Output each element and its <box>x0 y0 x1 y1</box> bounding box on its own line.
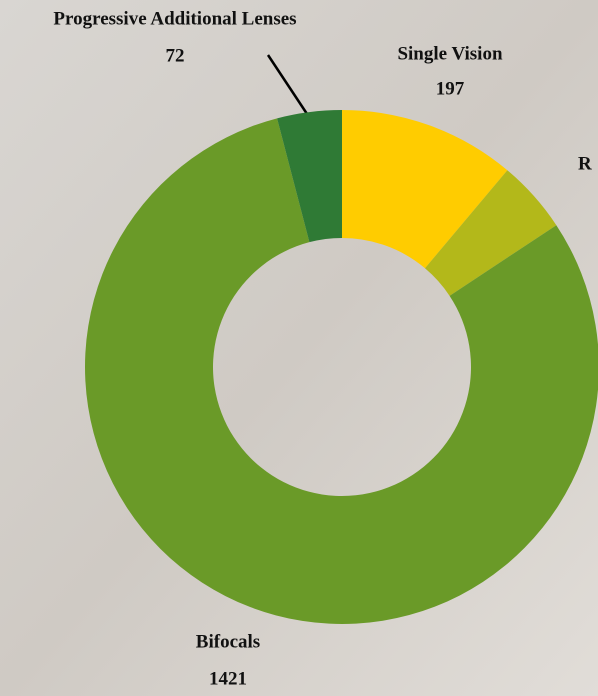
donut-segment <box>85 118 598 624</box>
segment-label: Bifocals <box>196 631 260 652</box>
donut-segment <box>342 110 508 269</box>
value-label: 1421 <box>209 668 247 689</box>
donut-segment <box>277 110 342 243</box>
segment-label: Single Vision <box>397 43 502 64</box>
donut-segment <box>424 170 557 296</box>
value-label: 197 <box>436 78 465 99</box>
segment-label: Progressive Additional Lenses <box>53 8 296 29</box>
segment-label: R <box>578 153 592 174</box>
value-label: 72 <box>166 45 185 66</box>
